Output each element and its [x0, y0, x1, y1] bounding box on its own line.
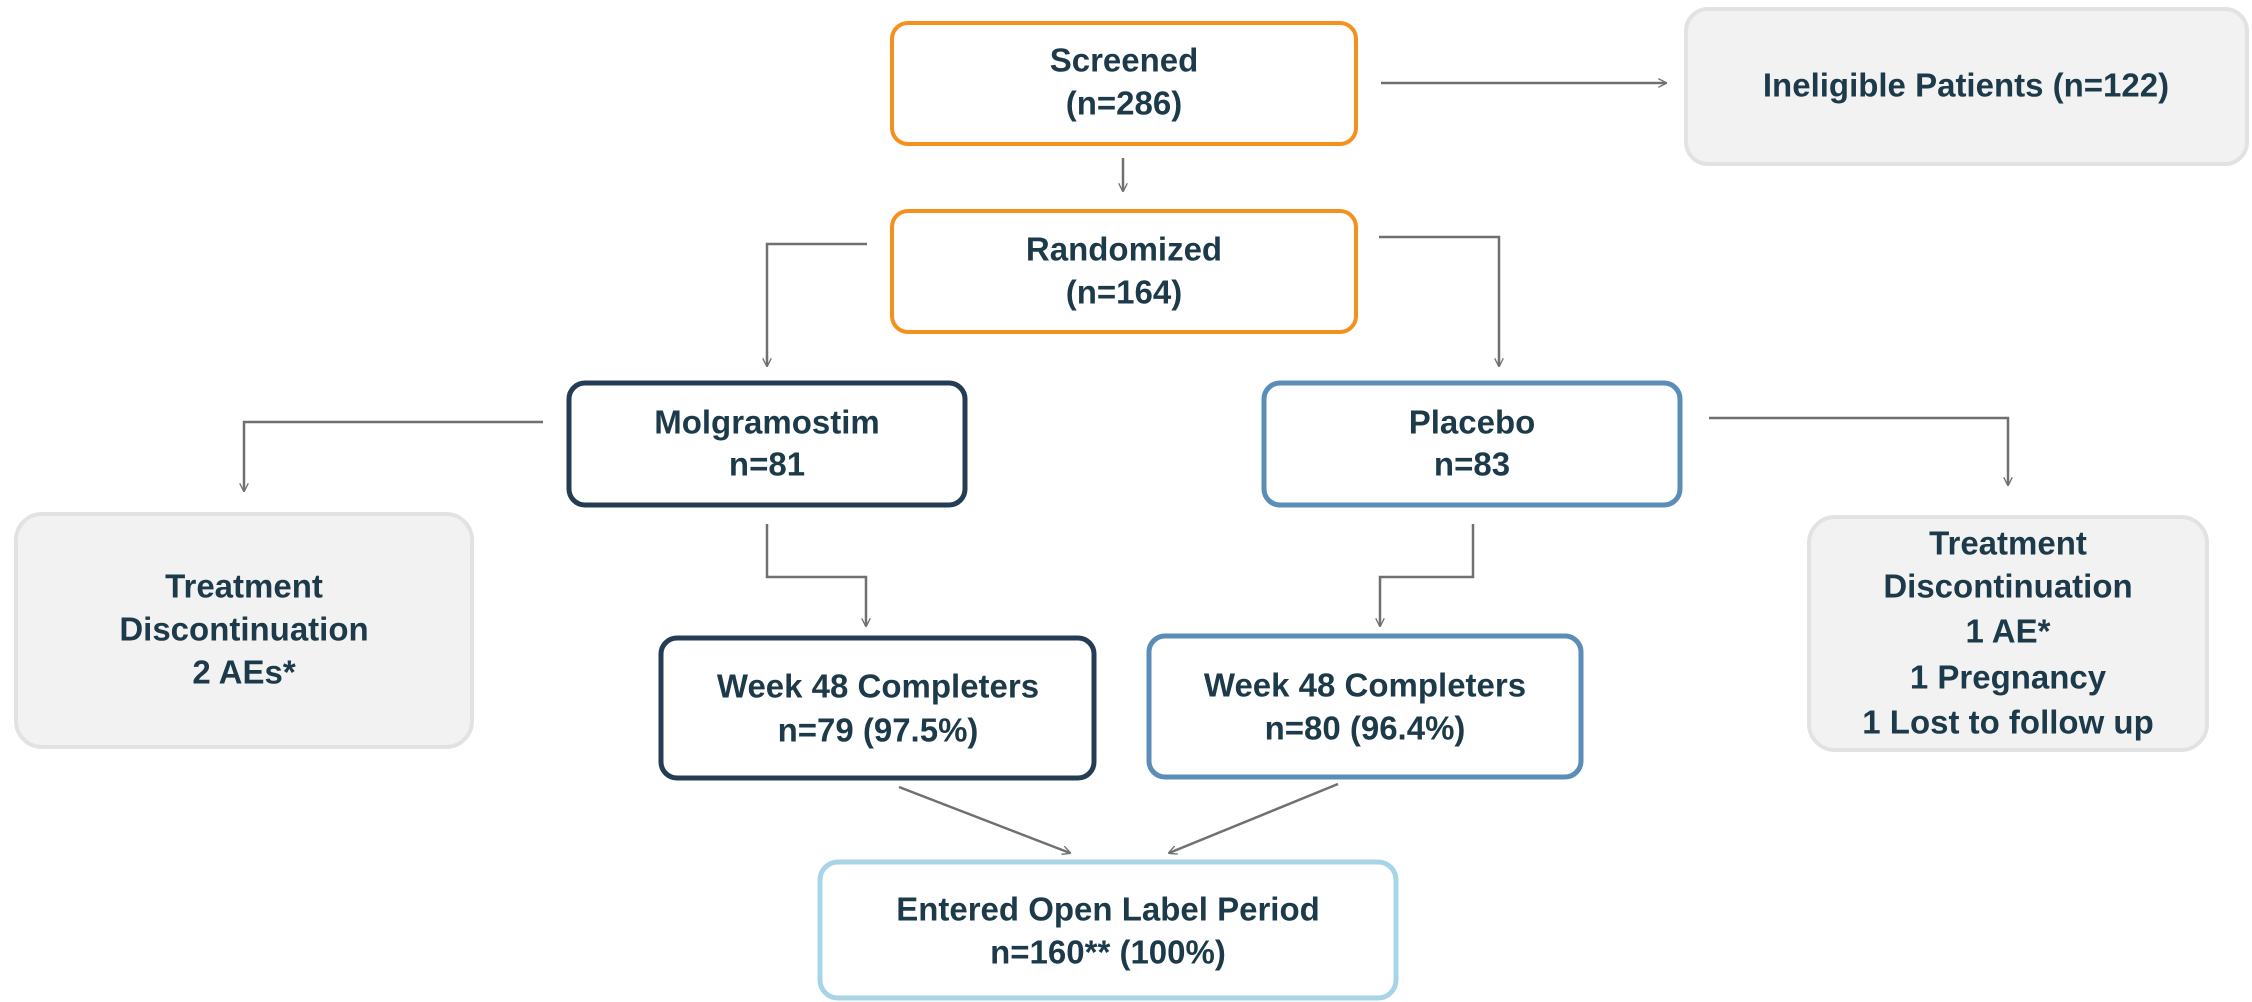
- arrow: [1380, 524, 1475, 626]
- arrow: [765, 524, 866, 626]
- node-text: Treatment: [1929, 525, 2087, 562]
- box: [1261, 380, 1683, 508]
- box: [1807, 515, 2209, 752]
- node-text: (n=286): [1066, 85, 1182, 122]
- node-text: n=83: [1434, 446, 1510, 483]
- node-text: Entered Open Label Period: [896, 891, 1320, 928]
- arrow: [1379, 235, 1499, 366]
- arrow: [244, 420, 543, 491]
- box: [890, 209, 1358, 334]
- arrow: [1709, 416, 2008, 485]
- arrow: [1169, 782, 1339, 853]
- node-text: n=81: [729, 446, 805, 483]
- box: [658, 635, 1097, 781]
- node-text: Discontinuation: [119, 611, 368, 648]
- node-text: Screened: [1050, 42, 1199, 79]
- node-text: 1 Lost to follow up: [1862, 704, 2153, 741]
- node-text: Ineligible Patients (n=122): [1763, 67, 2169, 104]
- box: [890, 21, 1358, 146]
- node-text: Molgramostim: [654, 404, 880, 441]
- node-text: 1 Pregnancy: [1910, 659, 2107, 696]
- arrow: [767, 242, 867, 366]
- node-text: n=160** (100%): [990, 934, 1226, 971]
- node-text: n=79 (97.5%): [778, 712, 979, 749]
- node-text: Randomized: [1026, 231, 1222, 268]
- node-text: (n=164): [1066, 274, 1182, 311]
- box: [817, 859, 1399, 1001]
- node-text: Week 48 Completers: [717, 668, 1039, 705]
- node-text: 2 AEs*: [192, 654, 295, 691]
- node-text: Treatment: [165, 568, 323, 605]
- box: [14, 512, 474, 749]
- node-text: Placebo: [1409, 404, 1536, 441]
- box: [1146, 633, 1584, 780]
- box: [1684, 7, 2249, 166]
- node-text: n=80 (96.4%): [1265, 710, 1466, 747]
- box: [566, 380, 968, 508]
- node-text: Week 48 Completers: [1204, 667, 1526, 704]
- arrow: [898, 785, 1070, 853]
- node-text: Discontinuation: [1883, 568, 2132, 605]
- node-text: 1 AE*: [1966, 613, 2051, 650]
